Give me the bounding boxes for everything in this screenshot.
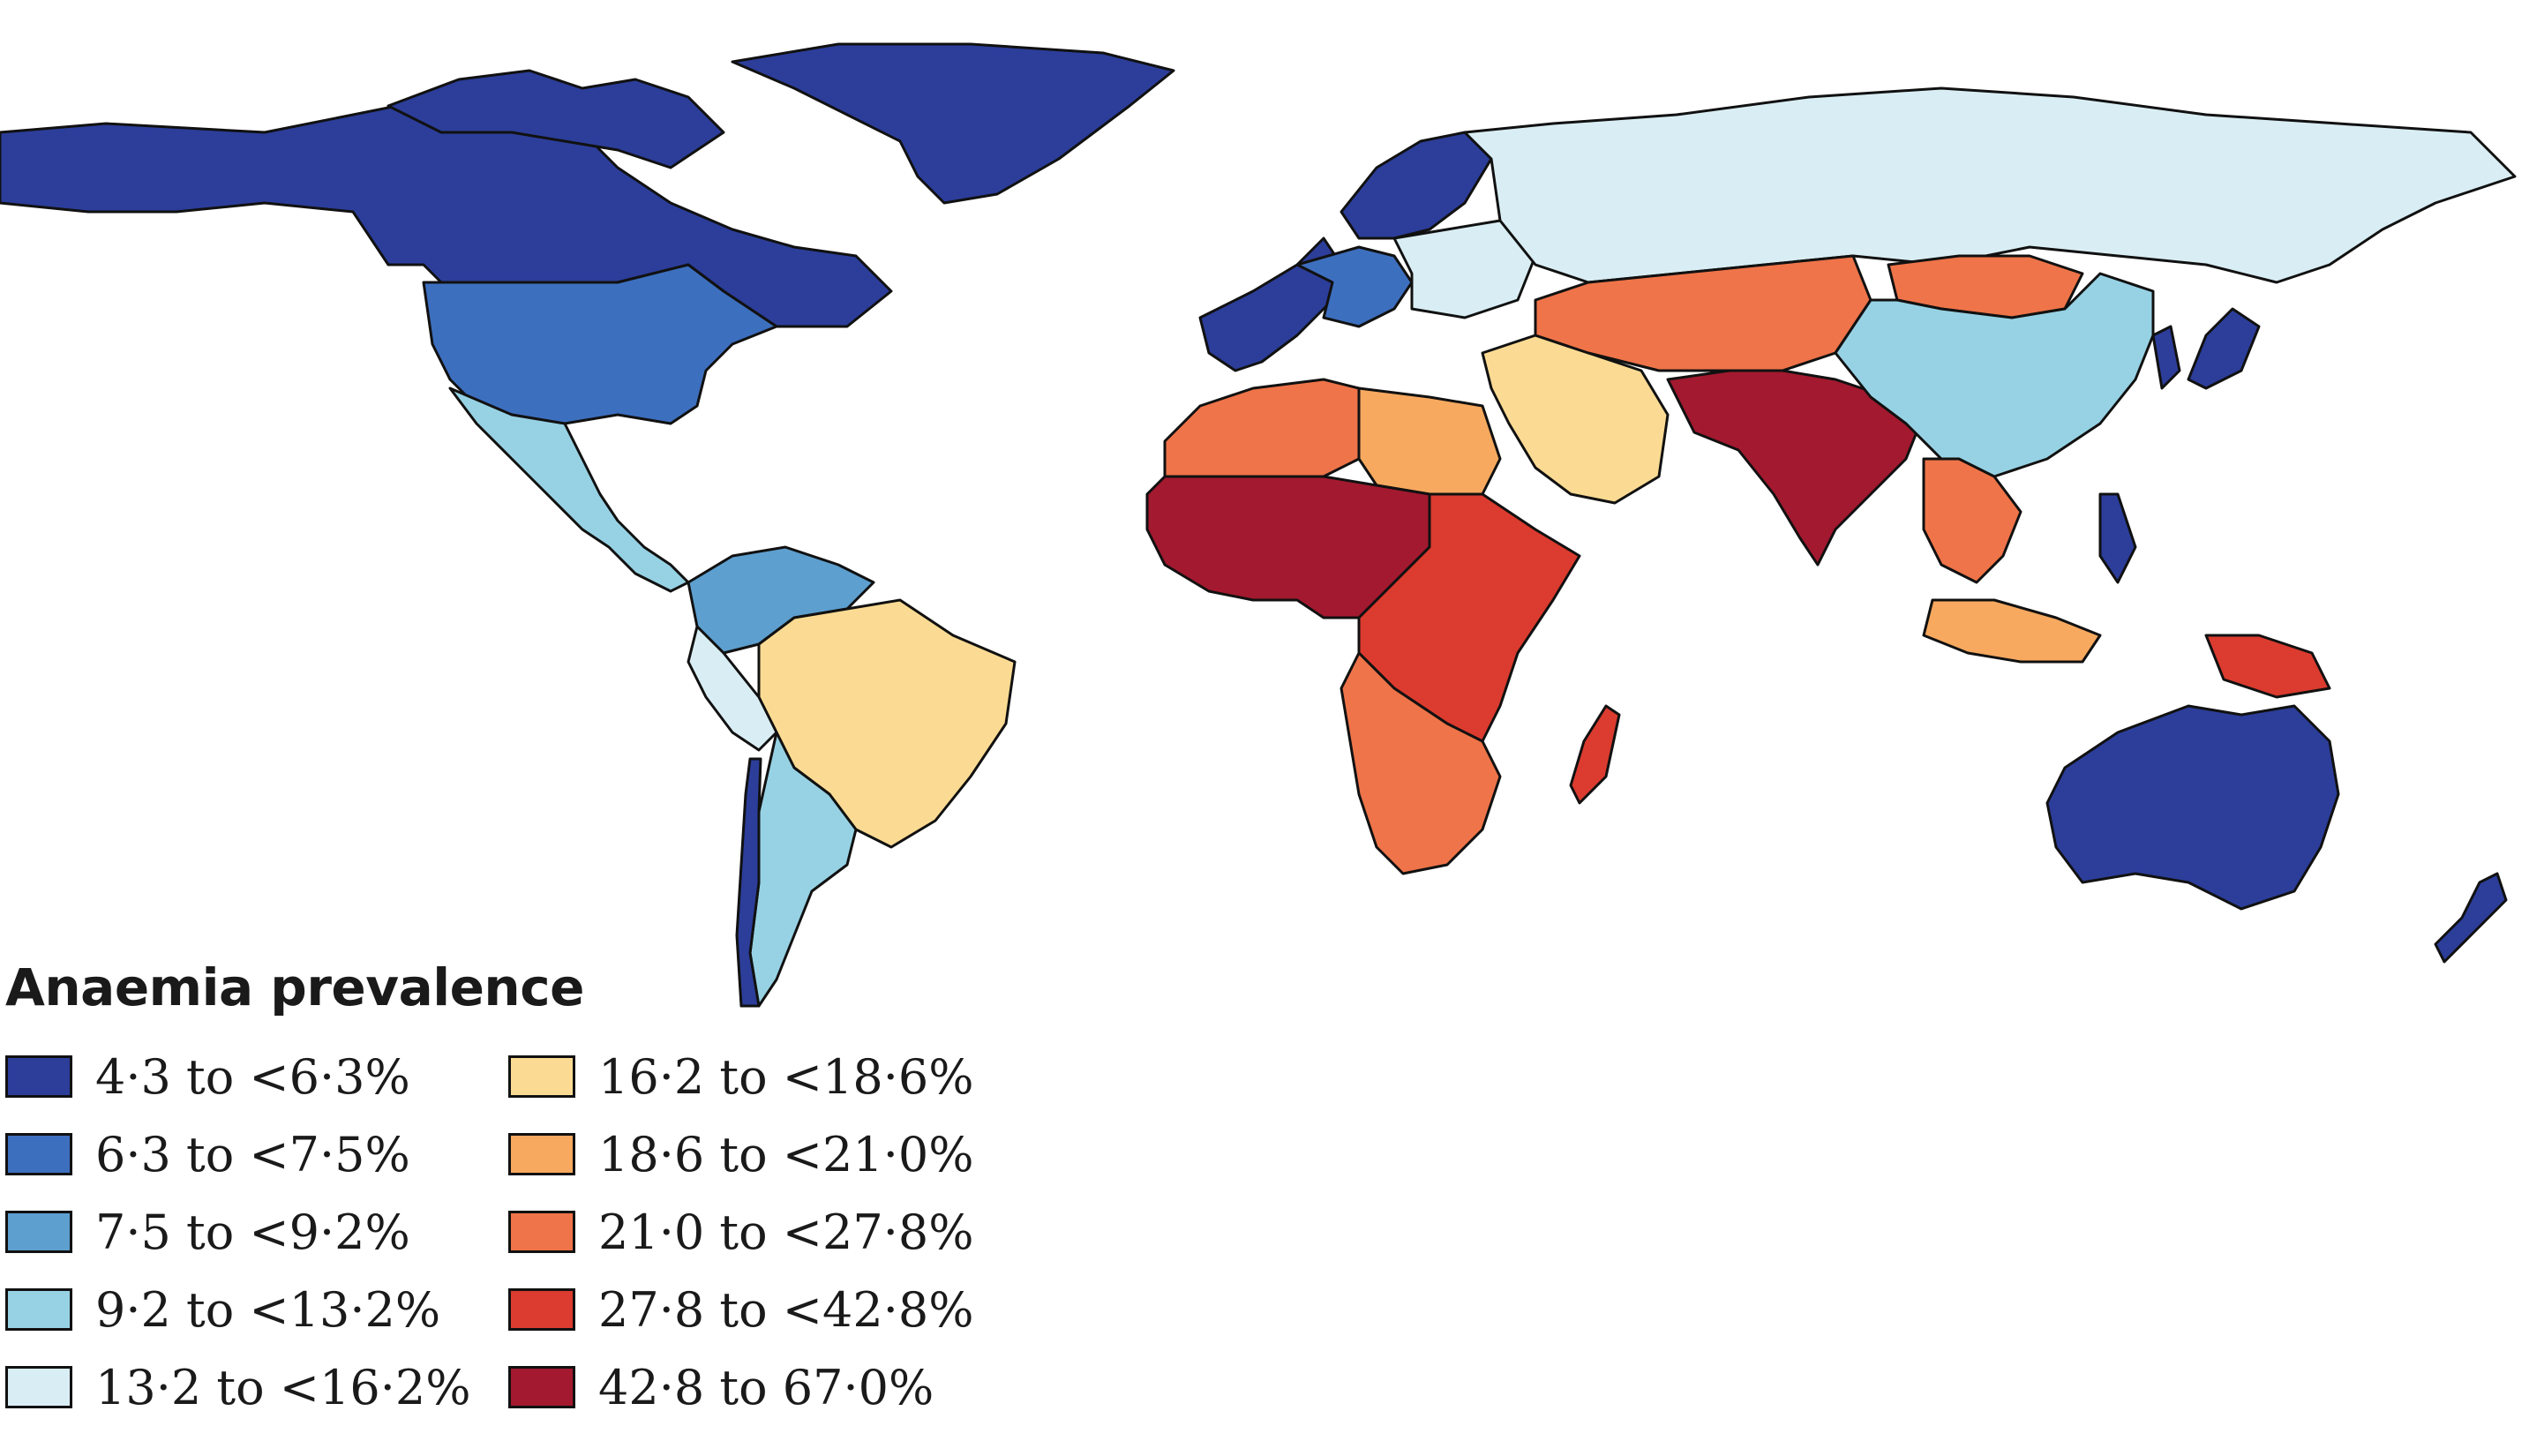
legend-item: 4·3 to <6·3% [5, 1048, 410, 1105]
legend-item: 18·6 to <21·0% [508, 1126, 974, 1182]
region-eastern-europe [1392, 219, 1537, 319]
legend-item: 42·8 to 67·0% [508, 1359, 934, 1415]
legend-label: 27·8 to <42·8% [598, 1281, 974, 1338]
region-central-europe [1295, 245, 1414, 328]
region-southeast-asia [1922, 457, 2022, 584]
region-egypt [1357, 387, 1502, 496]
legend-item: 9·2 to <13·2% [5, 1281, 441, 1338]
legend-swatch [5, 1366, 72, 1408]
region-north-africa [1163, 378, 1361, 478]
legend-label: 13·2 to <16·2% [95, 1359, 471, 1415]
region-papua-new-guinea [2204, 634, 2331, 699]
legend-swatch [508, 1055, 575, 1098]
region-greenland [731, 42, 1175, 205]
legend-item: 6·3 to <7·5% [5, 1126, 410, 1182]
legend-item: 13·2 to <16·2% [5, 1359, 471, 1415]
region-chile [735, 757, 762, 1008]
legend-title: Anaemia prevalence [5, 957, 584, 1017]
legend-swatch [5, 1133, 72, 1175]
region-southern-africa [1340, 651, 1502, 875]
legend-label: 6·3 to <7·5% [95, 1126, 410, 1182]
legend-swatch [508, 1366, 575, 1408]
legend-label: 18·6 to <21·0% [598, 1126, 974, 1182]
legend-label: 7·5 to <9·2% [95, 1204, 410, 1260]
legend-label: 4·3 to <6·3% [95, 1048, 410, 1105]
legend-label: 21·0 to <27·8% [598, 1204, 974, 1260]
region-philippines [2098, 492, 2137, 584]
legend-label: 9·2 to <13·2% [95, 1281, 441, 1338]
region-south-asia [1666, 369, 1925, 567]
legend-item: 16·2 to <18·6% [508, 1048, 974, 1105]
region-australia [2045, 704, 2340, 911]
legend-swatch [508, 1288, 575, 1331]
legend-swatch [5, 1055, 72, 1098]
region-new-zealand [2434, 872, 2508, 964]
legend-item: 21·0 to <27·8% [508, 1204, 974, 1260]
region-korea-japan [2151, 307, 2261, 390]
legend-swatch [5, 1288, 72, 1331]
legend-swatch [508, 1133, 575, 1175]
legend-swatch [5, 1211, 72, 1253]
region-madagascar [1569, 704, 1621, 805]
legend-label: 42·8 to 67·0% [598, 1359, 934, 1415]
region-arctic-islands [386, 69, 725, 169]
legend-item: 27·8 to <42·8% [508, 1281, 974, 1338]
legend-label: 16·2 to <18·6% [598, 1048, 974, 1105]
legend-swatch [508, 1211, 575, 1253]
region-russia [1463, 86, 2517, 284]
region-peru [687, 625, 778, 752]
legend-item: 7·5 to <9·2% [5, 1204, 410, 1260]
region-scandinavia [1340, 131, 1493, 240]
region-indonesia [1922, 598, 2102, 664]
